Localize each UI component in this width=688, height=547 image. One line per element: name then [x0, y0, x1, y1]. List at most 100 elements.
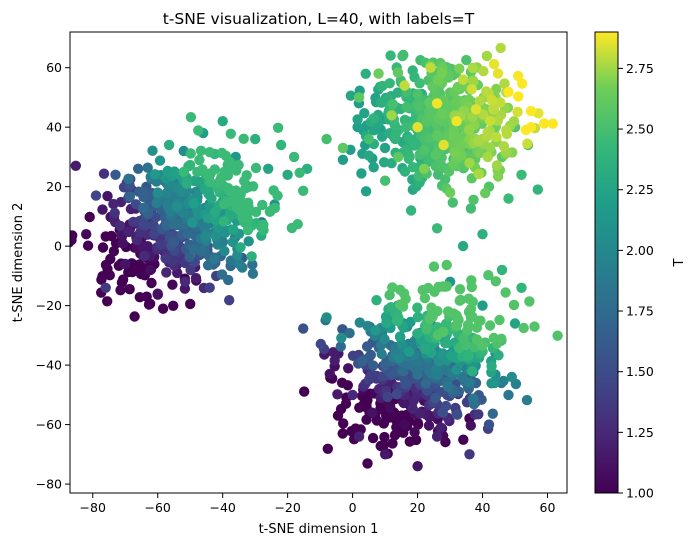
scatter-point — [403, 346, 415, 357]
scatter-point — [235, 195, 246, 206]
scatter-point — [427, 81, 438, 92]
scatter-point — [524, 296, 535, 307]
scatter-point — [82, 240, 94, 251]
scatter-point — [228, 224, 239, 235]
scatter-point — [202, 212, 214, 224]
scatter-point — [399, 80, 410, 91]
scatter-point — [359, 108, 370, 119]
scatter-point — [452, 409, 463, 420]
scatter-point — [392, 67, 404, 78]
scatter-point — [509, 318, 521, 329]
scatter-point — [360, 68, 371, 80]
scatter-point — [409, 427, 420, 438]
scatter-point — [299, 386, 310, 397]
scatter-point — [138, 186, 149, 198]
x-tick-label: 40 — [475, 500, 491, 515]
scatter-point — [197, 164, 208, 175]
scatter-point — [496, 333, 507, 344]
scatter-point — [480, 187, 491, 199]
scatter-point — [464, 449, 475, 460]
scatter-point — [387, 438, 398, 449]
scatter-point — [357, 356, 368, 367]
scatter-point — [475, 315, 486, 326]
scatter-point — [361, 398, 372, 409]
scatter-point — [70, 230, 78, 241]
scatter-point — [465, 420, 476, 431]
scatter-point — [188, 244, 199, 255]
scatter-point — [294, 167, 305, 178]
scatter-point — [142, 162, 153, 173]
x-tick-label: −80 — [80, 500, 106, 515]
scatter-point — [467, 62, 478, 74]
scatter-point — [414, 78, 425, 89]
scatter-point — [298, 185, 309, 196]
scatter-point — [442, 306, 454, 317]
y-axis-ticks: −80 −60 −40 −20 0 20 40 60 — [36, 60, 70, 492]
scatter-point — [102, 296, 113, 307]
scatter-point — [467, 311, 478, 322]
scatter-point — [431, 431, 443, 442]
scatter-point — [209, 164, 220, 175]
scatter-point — [448, 130, 460, 141]
scatter-point — [204, 282, 215, 293]
scatter-point — [405, 205, 417, 216]
scatter-point — [432, 329, 444, 341]
scatter-point — [108, 198, 119, 210]
scatter-point — [399, 378, 411, 389]
scatter-point — [142, 241, 153, 252]
scatter-point — [298, 323, 309, 334]
y-tick-label: 0 — [54, 239, 62, 254]
scatter-point — [379, 360, 390, 371]
scatter-point — [421, 116, 433, 127]
scatter-point — [181, 178, 192, 189]
scatter-point — [224, 295, 235, 306]
scatter-point — [268, 185, 279, 196]
scatter-point — [451, 116, 462, 127]
y-tick-label: −40 — [36, 358, 62, 373]
scatter-point — [431, 364, 442, 376]
scatter-point — [272, 122, 284, 133]
scatter-point — [225, 128, 236, 139]
scatter-point — [250, 133, 261, 145]
scatter-point — [392, 151, 404, 163]
scatter-point — [483, 419, 495, 430]
scatter-point — [96, 274, 107, 285]
scatter-point — [423, 420, 435, 431]
x-tick-label: −20 — [274, 500, 300, 515]
scatter-point — [466, 84, 477, 95]
scatter-point — [464, 157, 475, 169]
scatter-point — [539, 118, 550, 129]
x-axis-ticks: −80 −60 −40 −20 0 20 40 60 — [80, 493, 556, 515]
scatter-point — [521, 394, 533, 406]
scatter-point — [441, 259, 452, 271]
scatter-point — [81, 229, 92, 240]
scatter-point — [394, 353, 405, 364]
scatter-point — [441, 338, 452, 349]
scatter-point — [196, 245, 208, 257]
scatter-point — [428, 261, 440, 272]
scatter-point — [235, 242, 246, 253]
scatter-point — [394, 331, 406, 342]
scatter-point — [484, 320, 496, 331]
scatter-point — [242, 224, 254, 236]
scatter-point — [516, 282, 527, 293]
scatter-point — [466, 281, 477, 293]
scatter-point — [167, 279, 178, 290]
scatter-point — [371, 295, 382, 306]
scatter-point — [461, 54, 472, 66]
scatter-point — [418, 163, 430, 174]
scatter-point — [194, 154, 205, 166]
scatter-point — [432, 130, 443, 141]
scatter-point — [353, 431, 365, 442]
scatter-point — [102, 190, 113, 202]
scatter-point — [470, 104, 482, 115]
scatter-point — [190, 272, 202, 284]
scatter-point — [108, 246, 120, 257]
scatter-point — [491, 160, 503, 171]
scatter-point — [391, 422, 402, 433]
x-tick-label: −60 — [145, 500, 171, 515]
scatter-point — [486, 361, 497, 372]
scatter-point — [506, 371, 517, 383]
y-axis-label: t-SNE dimension 2 — [11, 203, 26, 323]
scatter-point — [149, 169, 161, 180]
